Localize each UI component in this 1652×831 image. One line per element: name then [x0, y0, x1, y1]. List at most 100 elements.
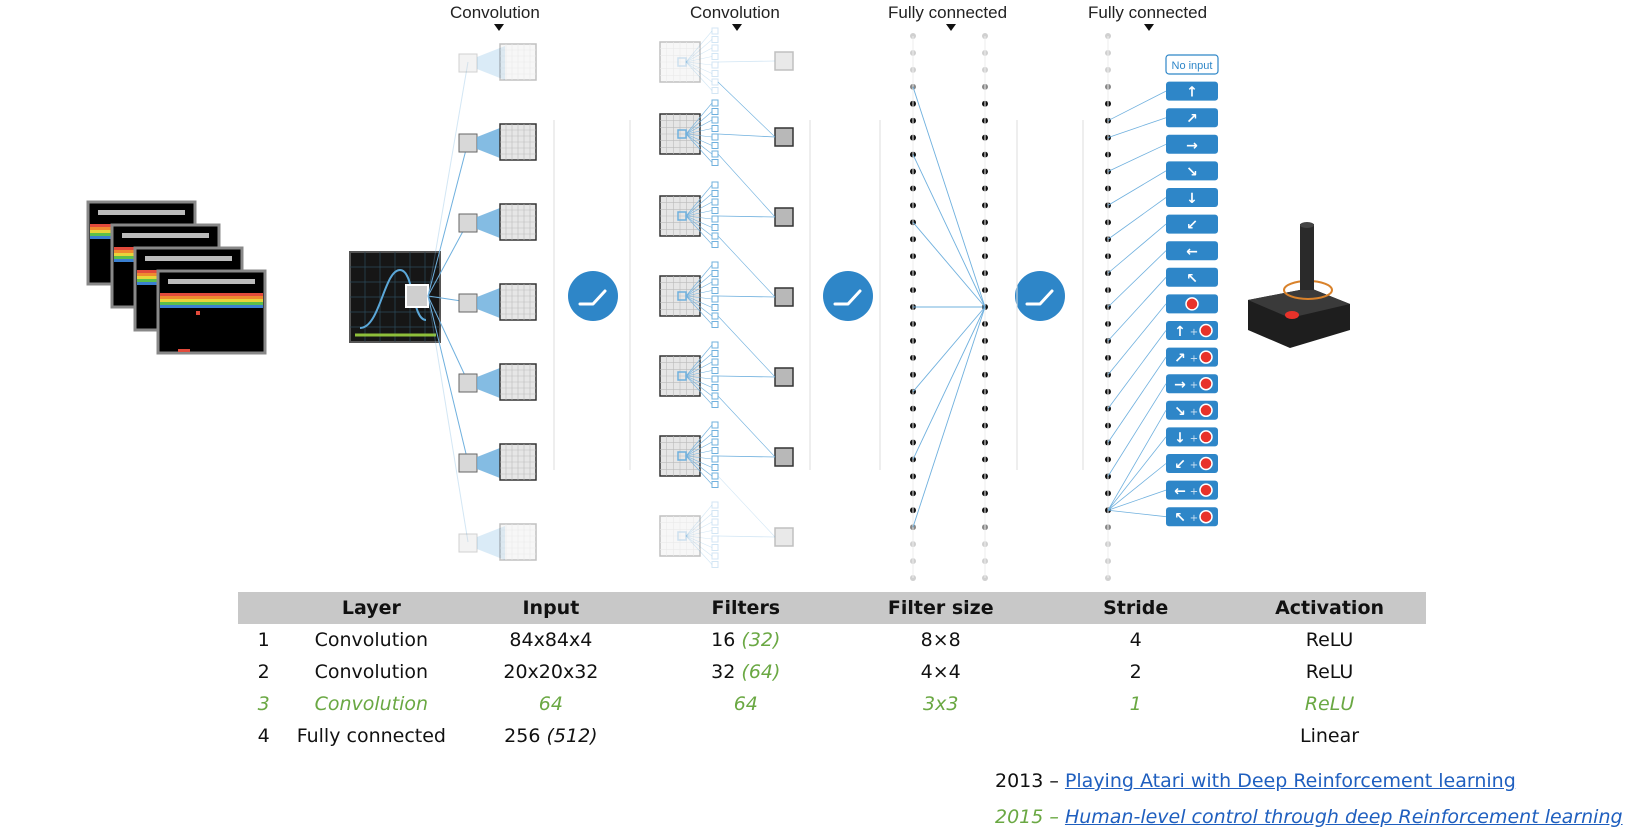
action-button: ↙: [1166, 214, 1218, 234]
fire-icon: [1185, 297, 1199, 311]
connection-line: [717, 295, 776, 298]
arrow-icon: ↖: [1186, 271, 1198, 287]
filter-stack-square: [711, 87, 719, 94]
joystick-icon: [1248, 222, 1350, 348]
connection-line: [717, 215, 776, 218]
filter-stack-square: [711, 53, 719, 60]
filter-stack-square: [711, 270, 719, 277]
reference-link-2013[interactable]: Playing Atari with Deep Reinforcement le…: [1064, 770, 1516, 792]
svg-text:+: +: [1190, 354, 1198, 365]
filter-stack-square: [711, 552, 719, 560]
row-filters: 32 (64): [648, 656, 843, 688]
connection-line: [717, 153, 776, 218]
action-button: ↘ +: [1166, 400, 1218, 420]
connection-line: [1107, 117, 1167, 139]
row-activation: ReLU: [1304, 693, 1355, 715]
action-button: ↖: [1166, 267, 1218, 287]
connection-line: [685, 30, 713, 63]
filter-stack-square: [711, 447, 719, 454]
filter-projection: [477, 446, 505, 480]
filter-stack-square: [711, 278, 719, 286]
output-square: [774, 51, 794, 71]
filter-stack-square: [711, 430, 719, 437]
connection-line: [685, 424, 713, 457]
connection-line: [1107, 277, 1167, 342]
filter-stack-square: [711, 375, 719, 383]
feature-map: [499, 123, 537, 161]
row-input: 256 (512): [453, 720, 648, 752]
arrow-icon: →: [1186, 138, 1198, 154]
filter-window: [677, 57, 687, 67]
filter-stack-square: [711, 321, 719, 328]
fire-icon: [1199, 403, 1213, 418]
arrow-down-icon: [1144, 24, 1154, 31]
svg-text:+: +: [1190, 327, 1198, 338]
arrow-icon: ↓: [1186, 191, 1198, 207]
arrow-icon: ↖: [1174, 510, 1186, 526]
filter-stack-square: [711, 304, 719, 311]
filter-stack-square: [711, 535, 719, 543]
fire-icon: [1199, 376, 1213, 391]
filter-projection: [477, 46, 505, 80]
header-number: [238, 592, 289, 624]
output-square: [774, 127, 794, 147]
connection-line: [685, 513, 713, 537]
reference-link-2015[interactable]: Human-level control through deep Reinfor…: [1064, 806, 1623, 828]
row-layer: Convolution: [314, 693, 429, 715]
connection-line: [427, 295, 469, 383]
action-button: → +: [1166, 374, 1218, 394]
arrow-down-icon: [732, 24, 742, 31]
connection-line: [1107, 463, 1167, 511]
connection-line: [717, 235, 776, 298]
connection-line: [685, 441, 713, 457]
filters-alt-value: (64): [741, 661, 781, 683]
filter-square: [458, 293, 478, 313]
row-filters: 16 (32): [648, 624, 843, 656]
connection-line: [1107, 383, 1167, 477]
feature-map: [499, 203, 537, 241]
connection-line: [1107, 250, 1167, 308]
filter-stack-square: [711, 518, 719, 526]
row-input: 64: [538, 693, 563, 715]
filters-value: 32: [711, 661, 736, 683]
relu-icon: [1015, 271, 1065, 321]
connection-line: [685, 56, 713, 63]
connection-line: [685, 521, 713, 537]
filter-stack-square: [711, 401, 719, 408]
filter-stack-square: [711, 27, 719, 35]
connection-line: [685, 344, 713, 377]
connection-line: [427, 141, 469, 297]
filter-square: [458, 133, 478, 153]
svg-text:+: +: [1190, 513, 1198, 524]
filter-stack-square: [711, 116, 719, 124]
table-row: 3 Convolution 64 64 3x3 1 ReLU: [238, 688, 1426, 720]
arrow-icon: →: [1174, 377, 1186, 393]
filters-alt-value: (32): [741, 629, 781, 651]
connection-line: [1107, 143, 1167, 172]
svg-text:No input: No input: [1172, 60, 1213, 72]
action-button: [1166, 294, 1218, 314]
connection-line: [685, 215, 713, 245]
connection-line: [685, 504, 713, 537]
connection-line: [685, 102, 713, 135]
filter-stack-square: [711, 108, 719, 115]
row-layer: Convolution: [314, 661, 429, 683]
connection-line: [685, 184, 713, 217]
connection-line: [427, 295, 469, 463]
connection-line: [685, 433, 713, 457]
filter-stack-square: [711, 544, 719, 551]
feature-map: [499, 283, 537, 321]
connection-line: [912, 306, 986, 392]
header-stride: Stride: [1103, 597, 1169, 619]
connection-line: [717, 475, 776, 538]
filter-stack-square: [711, 472, 719, 480]
filter-projection: [477, 126, 505, 160]
connection-line: [912, 86, 986, 308]
row-activation: Linear: [1300, 725, 1360, 747]
connection-line: [685, 353, 713, 377]
input-image: [349, 251, 441, 343]
connection-line: [685, 295, 713, 325]
connection-line: [685, 375, 713, 405]
row-filter-size: 4×4: [920, 661, 961, 683]
filter-square: [458, 213, 478, 233]
